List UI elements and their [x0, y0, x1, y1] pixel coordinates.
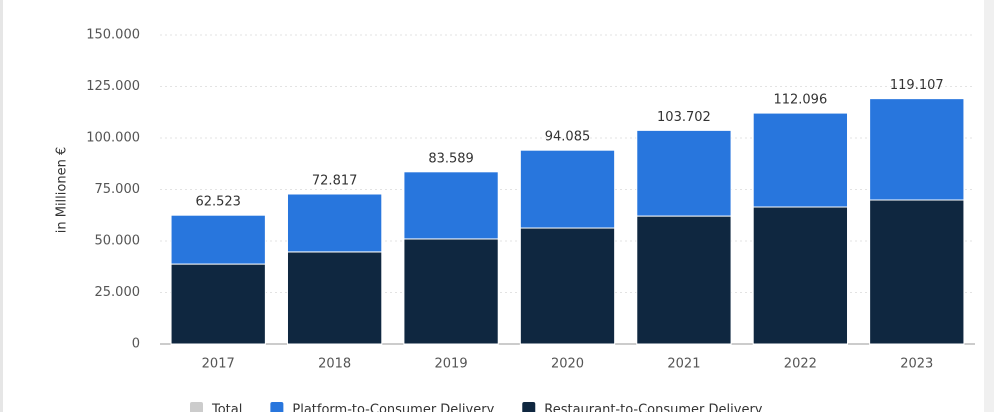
total-label: 62.523 [195, 195, 241, 210]
legend-label[interactable]: Restaurant-to-Consumer Delivery [544, 403, 763, 412]
bar-segment [869, 98, 965, 201]
left-border [0, 0, 3, 412]
bar-segment [403, 171, 499, 240]
y-tick-label: 25.000 [95, 285, 141, 300]
legend-swatch[interactable] [270, 402, 284, 412]
total-label: 83.589 [428, 151, 474, 166]
x-tick-label: 2023 [900, 357, 933, 372]
x-tick-label: 2017 [202, 357, 235, 372]
legend-label[interactable]: Platform-to-Consumer Delivery [292, 403, 494, 412]
y-tick-label: 100.000 [86, 131, 140, 146]
bar-segment [519, 149, 616, 229]
y-tick-label: 0 [132, 337, 140, 352]
bar-segment [170, 263, 266, 345]
total-label: 103.702 [657, 110, 711, 125]
bar-segment [869, 199, 965, 345]
x-tick-label: 2022 [784, 357, 817, 372]
total-label: 72.817 [312, 173, 358, 188]
legend-swatch[interactable] [190, 402, 203, 412]
right-border [984, 0, 994, 412]
bar-segment [519, 227, 616, 345]
x-tick-label: 2020 [551, 357, 584, 372]
x-tick-label: 2018 [318, 357, 351, 372]
total-label: 119.107 [890, 78, 944, 93]
bar-segment [636, 129, 732, 217]
bar-segment [636, 215, 732, 345]
bar-segment [752, 112, 849, 208]
legend-label[interactable]: Total [211, 403, 242, 412]
bar-segment [286, 193, 383, 253]
y-axis-label: in Millionen € [55, 147, 70, 233]
x-tick-label: 2019 [435, 357, 468, 372]
legend-swatch[interactable] [522, 402, 536, 412]
total-label: 112.096 [773, 93, 827, 108]
y-tick-label: 150.000 [86, 28, 140, 43]
bar-segment [403, 238, 499, 345]
y-tick-label: 50.000 [95, 234, 141, 249]
y-tick-label: 125.000 [86, 79, 140, 94]
bar-segment [752, 206, 849, 345]
bar-segment [286, 251, 383, 345]
y-tick-label: 75.000 [95, 182, 141, 197]
x-tick-label: 2021 [667, 357, 700, 372]
total-label: 94.085 [545, 130, 591, 145]
bar-segment [170, 214, 266, 265]
